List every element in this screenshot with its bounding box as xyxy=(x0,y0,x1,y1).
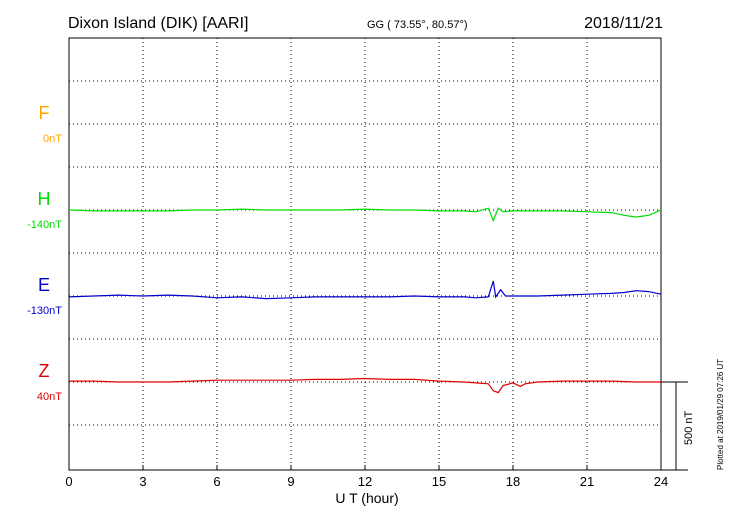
series-baseline-H: -140nT xyxy=(27,219,62,231)
chart-date: 2018/11/21 xyxy=(584,15,663,32)
scale-bar-label: 500 nT xyxy=(683,410,695,445)
series-name-Z: Z xyxy=(39,361,50,381)
series-baseline-E: -130nT xyxy=(27,305,62,317)
series-trace-H xyxy=(68,207,662,223)
plotted-timestamp: Plotted at 2019/01/29 07:26 UT xyxy=(716,359,725,470)
series-trace-E xyxy=(68,280,662,300)
series-name-F: F xyxy=(39,103,50,123)
x-tick-label: 9 xyxy=(287,474,294,489)
series-trace-Z xyxy=(69,377,661,394)
x-tick-label: 0 xyxy=(65,474,72,489)
scale-bar: 500 nT xyxy=(661,381,695,471)
x-tick-label: 12 xyxy=(358,474,372,489)
series-baseline-F: 0nT xyxy=(43,133,62,145)
x-tick-label: 6 xyxy=(213,474,220,489)
x-axis-ticks: 0 3 6 9 12 15 18 21 24 xyxy=(65,465,668,489)
station-title: Dixon Island (DIK) [AARI] xyxy=(68,15,249,32)
series-name-E: E xyxy=(38,275,50,295)
grid-lines xyxy=(69,38,661,470)
station-coordinates: GG ( 73.55°, 80.57°) xyxy=(367,19,468,31)
x-tick-label: 18 xyxy=(506,474,520,489)
x-tick-label: 21 xyxy=(580,474,594,489)
series-name-H: H xyxy=(38,189,51,209)
x-axis-label: U T (hour) xyxy=(335,490,398,506)
series-baseline-Z: 40nT xyxy=(37,391,62,403)
x-tick-label: 3 xyxy=(139,474,146,489)
series-labels: F 0nT H -140nT E -130nT Z 40nT xyxy=(27,103,62,403)
series-traces xyxy=(68,207,662,394)
x-tick-label: 15 xyxy=(432,474,446,489)
x-tick-label: 24 xyxy=(654,474,668,489)
